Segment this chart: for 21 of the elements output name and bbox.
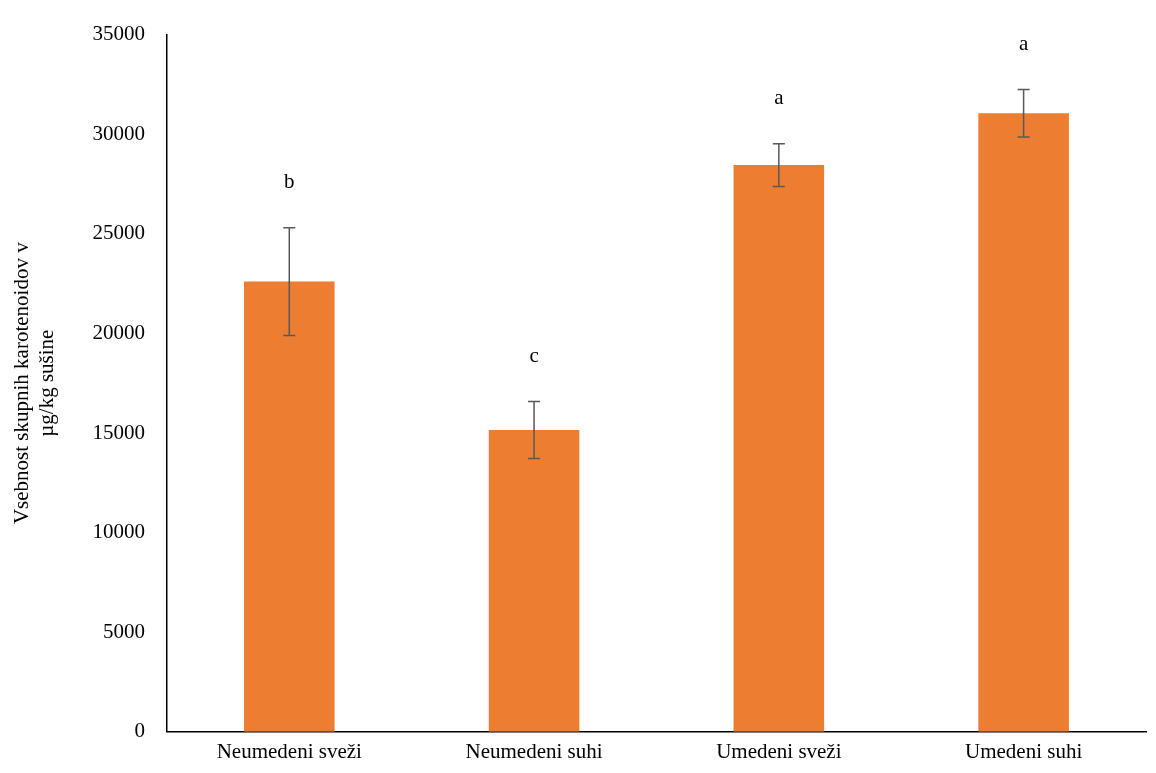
y-axis-title: Vsebnost skupnih karotenoidov v µg/kg sušine [9, 241, 59, 525]
annotation: c [529, 343, 539, 368]
y-tick-label: 25000 [92, 220, 145, 245]
y-tick-label: 10000 [92, 519, 145, 544]
y-tick-label: 30000 [92, 120, 145, 145]
x-tick-label: Neumedeni suhi [465, 738, 603, 763]
y-tick-label: 5000 [102, 618, 145, 643]
bar [978, 113, 1069, 732]
x-tick-label: Umedeni sveži [716, 738, 842, 763]
x-tick-label: Umedeni suhi [965, 738, 1083, 763]
y-tick-label: 15000 [92, 419, 145, 444]
annotation: a [1018, 31, 1029, 56]
y-tick-label: 35000 [92, 21, 145, 46]
annotation: a [774, 85, 785, 110]
y-tick-label: 20000 [92, 319, 145, 344]
y-tick-label: 0 [134, 718, 145, 743]
bar [488, 430, 580, 732]
bar [244, 281, 335, 732]
bar [733, 165, 825, 732]
annotation: b [284, 169, 295, 194]
x-tick-label: Neumedeni sveži [216, 738, 363, 763]
